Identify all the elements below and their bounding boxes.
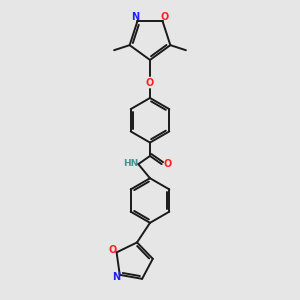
Text: N: N bbox=[131, 12, 139, 22]
Text: O: O bbox=[163, 158, 172, 169]
Text: HN: HN bbox=[123, 159, 138, 168]
Text: O: O bbox=[146, 78, 154, 88]
Text: O: O bbox=[109, 245, 117, 255]
Text: O: O bbox=[161, 12, 169, 22]
Text: N: N bbox=[112, 272, 120, 282]
